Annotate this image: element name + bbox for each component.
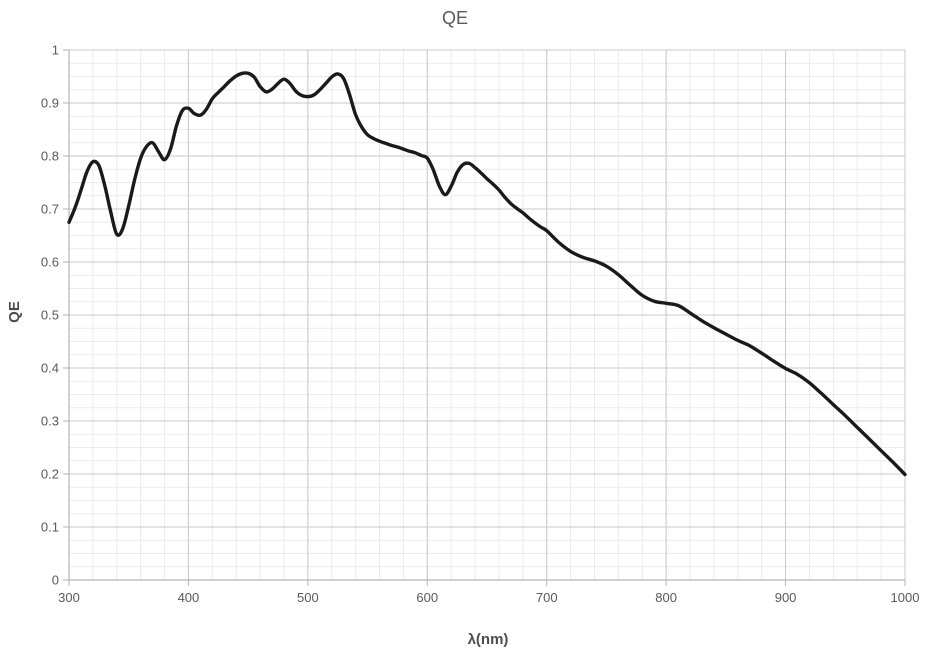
chart-title: QE	[442, 8, 468, 28]
axis-tick-labels: 300 400 500 600 700 800 900 1000 0 0.1 0.2 0.3 0.4 0.…	[41, 43, 920, 606]
y-tick-label: 0.9	[41, 96, 59, 111]
x-tick-label: 700	[536, 590, 558, 605]
x-axis-title: λ(nm)	[468, 631, 509, 648]
x-tick-label: 800	[655, 590, 677, 605]
x-tick-label: 300	[58, 590, 80, 605]
x-tick-label: 600	[416, 590, 438, 605]
major-gridlines	[68, 49, 906, 581]
y-tick-label: 1	[52, 43, 59, 58]
y-axis-title: QE	[6, 301, 23, 323]
y-tick-label: 0.3	[41, 414, 59, 429]
y-tick-label: 0.8	[41, 149, 59, 164]
qe-series-line	[67, 71, 907, 477]
y-tick-label: 0	[52, 573, 59, 588]
y-tick-label: 0.2	[41, 467, 59, 482]
y-tick-label: 0.1	[41, 520, 59, 535]
axis-tick-marks	[63, 49, 906, 586]
x-tick-label: 1000	[891, 590, 920, 605]
y-tick-label: 0.4	[41, 361, 59, 376]
x-tick-label: 900	[775, 590, 797, 605]
y-tick-label: 0.5	[41, 308, 59, 323]
y-tick-label: 0.7	[41, 202, 59, 217]
x-tick-label: 400	[178, 590, 200, 605]
y-tick-label: 0.6	[41, 255, 59, 270]
x-tick-label: 500	[297, 590, 319, 605]
